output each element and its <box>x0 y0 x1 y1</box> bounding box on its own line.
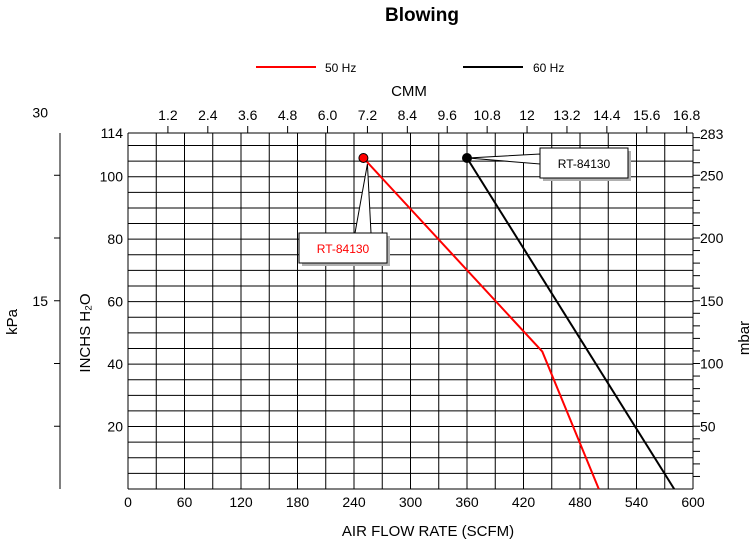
series-line-60hz <box>466 157 676 490</box>
x-tick-label: 180 <box>286 494 310 510</box>
y-axis-title-inches: INCHS H₂O <box>77 293 94 372</box>
callout-label: RT-84130 <box>317 242 370 256</box>
x2-tick-label: 9.6 <box>438 107 458 123</box>
x-tick-label: 480 <box>568 494 592 510</box>
callout-label: RT-84130 <box>558 157 611 171</box>
series-marker-50hz <box>358 152 369 163</box>
x-tick-label: 540 <box>625 494 649 510</box>
x2-tick-label: 12 <box>519 107 535 123</box>
kpa-tick-label: 15 <box>32 293 48 309</box>
legend-label-60hz: 60 Hz <box>533 61 564 75</box>
y-axis-title-mbar: mbar <box>736 321 753 355</box>
y-tick-label: 20 <box>107 419 123 435</box>
y-tick-label: 40 <box>107 356 123 372</box>
x2-tick-label: 6.0 <box>318 107 338 123</box>
x-tick-label: 420 <box>512 494 536 510</box>
mbar-tick-label: 150 <box>700 293 724 309</box>
x-tick-label: 300 <box>399 494 423 510</box>
x2-tick-label: 13.2 <box>553 107 580 123</box>
callout-box <box>539 147 629 179</box>
callout-box <box>298 232 388 264</box>
x-tick-label: 120 <box>229 494 253 510</box>
callout-pointer <box>467 153 541 165</box>
mbar-tick-label: 50 <box>700 418 716 434</box>
x-tick-label: 0 <box>124 494 132 510</box>
mbar-tick-label: 100 <box>700 356 724 372</box>
x2-tick-label: 7.2 <box>358 107 378 123</box>
x2-tick-label: 14.4 <box>593 107 620 123</box>
y-tick-label: 114 <box>101 125 124 141</box>
y-axis-title-kpa: kPa <box>4 308 21 335</box>
x2-tick-label: 10.8 <box>474 107 501 123</box>
x-tick-label: 60 <box>177 494 193 510</box>
mbar-tick-label: 283 <box>700 126 724 142</box>
chart-title: Blowing <box>385 5 459 26</box>
x2-tick-label: 16.8 <box>673 107 700 123</box>
x-axis-title: AIR FLOW RATE (SCFM) <box>342 523 514 540</box>
x2-tick-label: 8.4 <box>398 107 418 123</box>
kpa-tick-label: 30 <box>32 105 48 121</box>
x2-tick-label: 4.8 <box>278 107 298 123</box>
y-tick-label: 100 <box>100 169 124 185</box>
legend-label-50hz: 50 Hz <box>325 61 356 75</box>
series-line-50hz <box>362 157 600 490</box>
x-tick-label: 600 <box>681 494 705 510</box>
x-tick-label: 360 <box>455 494 479 510</box>
y-tick-label: 80 <box>107 231 123 247</box>
x2-tick-label: 15.6 <box>633 107 660 123</box>
x2-tick-label: 2.4 <box>198 107 218 123</box>
x2-tick-label: 1.2 <box>158 107 178 123</box>
mbar-tick-label: 200 <box>700 230 724 246</box>
legend: 50 Hz 60 Hz <box>256 61 564 75</box>
callout-pointer <box>354 163 372 234</box>
x2-tick-label: 3.6 <box>238 107 258 123</box>
x-tick-label: 240 <box>342 494 366 510</box>
top-axis-title: CMM <box>391 83 427 100</box>
mbar-tick-label: 250 <box>700 167 724 183</box>
y-tick-label: 60 <box>107 294 123 310</box>
